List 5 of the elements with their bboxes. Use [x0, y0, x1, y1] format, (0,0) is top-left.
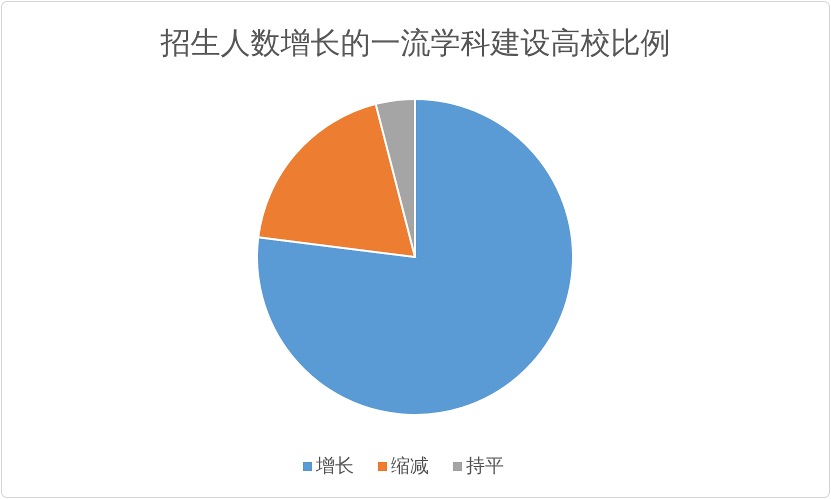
- legend-label: 缩减: [391, 455, 429, 477]
- pie-slice: [256, 98, 574, 416]
- legend-label: 增长: [316, 455, 354, 477]
- legend-label: 持平: [466, 455, 504, 477]
- chart-title: 招生人数增长的一流学科建设高校比例: [160, 25, 672, 63]
